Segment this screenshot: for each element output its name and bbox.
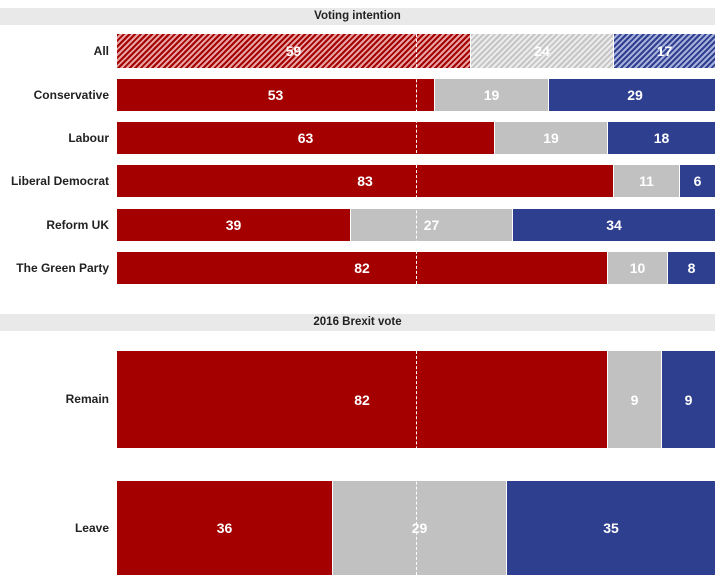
- data-label-remain-1: 82: [354, 391, 370, 408]
- bar-segment-all-1: 59: [117, 34, 470, 68]
- bar-segment-reform-uk-3: 34: [512, 209, 715, 241]
- data-label-the-green-party-1: 82: [354, 260, 370, 276]
- bar-segment-leave-3: 35: [506, 481, 715, 575]
- data-label-remain-2: 9: [630, 391, 639, 408]
- data-label-the-green-party-3: 8: [687, 260, 696, 276]
- bar-segment-the-green-party-1: 82: [117, 252, 607, 284]
- data-label-labour-3: 18: [653, 130, 670, 146]
- data-label-labour-2: 19: [543, 130, 559, 146]
- data-label-liberal-democrat-2: 11: [639, 173, 654, 189]
- reference-line-2: [416, 351, 417, 575]
- data-label-all-1: 59: [285, 43, 302, 59]
- bar-segment-the-green-party-2: 10: [607, 252, 667, 284]
- chart-title-1: Voting intention: [0, 8, 715, 25]
- row-label-labour: Labour: [68, 131, 109, 145]
- reference-line-1: [416, 34, 417, 284]
- bar-segment-labour-2: 19: [494, 122, 607, 154]
- bar-segment-conservative-3: 29: [548, 79, 715, 111]
- bar-segment-liberal-democrat-3: 6: [679, 165, 715, 197]
- chart-title-2: 2016 Brexit vote: [0, 314, 715, 331]
- bar-segment-leave-2: 29: [332, 481, 506, 575]
- bar-segment-reform-uk-2: 27: [350, 209, 512, 241]
- row-label-liberal-democrat: Liberal Democrat: [10, 174, 109, 188]
- data-label-conservative-2: 19: [483, 87, 500, 103]
- row-label-all: All: [93, 44, 109, 58]
- data-label-leave-3: 35: [603, 520, 619, 536]
- data-label-the-green-party-2: 10: [629, 260, 646, 276]
- data-label-reform-uk-3: 34: [606, 217, 622, 233]
- data-label-reform-uk-1: 39: [225, 217, 242, 233]
- data-label-remain-3: 9: [684, 391, 693, 408]
- data-label-leave-2: 29: [411, 520, 428, 536]
- bar-segment-remain-2: 9: [607, 351, 661, 448]
- bar-segment-remain-1: 82: [117, 351, 607, 448]
- data-label-labour-1: 63: [297, 130, 314, 146]
- bar-segment-labour-3: 18: [607, 122, 715, 154]
- row-label-leave: Leave: [74, 521, 109, 535]
- bar-segment-reform-uk-1: 39: [117, 209, 350, 241]
- data-label-leave-1: 36: [216, 520, 233, 536]
- data-label-conservative-1: 53: [267, 87, 284, 103]
- data-label-all-2: 24: [534, 43, 550, 59]
- data-label-liberal-democrat-3: 6: [693, 173, 702, 189]
- bar-segment-liberal-democrat-2: 11: [613, 165, 679, 197]
- row-label-reform-uk: Reform UK: [46, 218, 109, 232]
- row-label-the-green-party: The Green Party: [16, 261, 109, 275]
- bar-segment-conservative-2: 19: [434, 79, 548, 111]
- bar-segment-labour-1: 63: [117, 122, 494, 154]
- data-label-all-3: 17: [656, 43, 673, 59]
- bar-segment-all-3: 17: [613, 34, 715, 68]
- data-label-conservative-3: 29: [627, 87, 643, 103]
- bar-segment-the-green-party-3: 8: [667, 252, 715, 284]
- bar-segment-conservative-1: 53: [117, 79, 434, 111]
- data-label-liberal-democrat-1: 83: [357, 173, 373, 189]
- bar-segment-all-2: 24: [470, 34, 613, 68]
- bar-segment-remain-3: 9: [661, 351, 715, 448]
- bar-segment-leave-1: 36: [117, 481, 332, 575]
- bar-segment-liberal-democrat-1: 83: [117, 165, 613, 197]
- row-label-remain: Remain: [65, 392, 109, 406]
- data-label-reform-uk-2: 27: [423, 217, 440, 233]
- row-label-conservative: Conservative: [33, 88, 109, 102]
